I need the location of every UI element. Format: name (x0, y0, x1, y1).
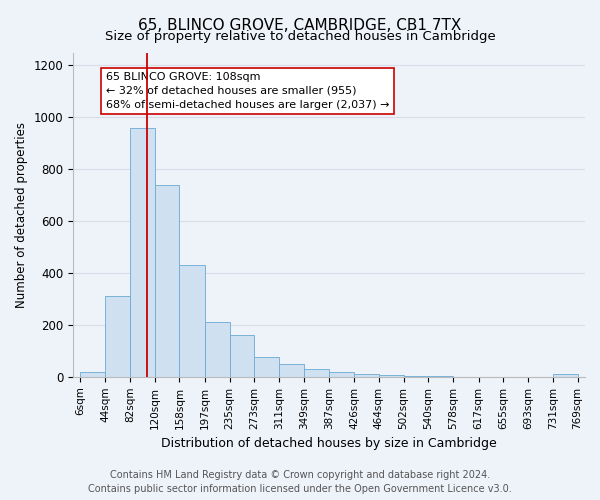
Bar (205, 322, 230, 377)
X-axis label: Distribution of detached houses by size in Cambridge: Distribution of detached houses by size … (161, 437, 497, 450)
Bar (105, 296, 130, 377)
Bar (80, 372, 105, 377)
Text: Contains HM Land Registry data © Crown copyright and database right 2024.
Contai: Contains HM Land Registry data © Crown c… (88, 470, 512, 494)
Bar (329, 372, 354, 377)
Bar (155, 185, 179, 377)
Bar (179, 266, 205, 377)
Text: Size of property relative to detached houses in Cambridge: Size of property relative to detached ho… (104, 30, 496, 43)
Bar (254, 358, 279, 377)
Bar (304, 368, 329, 377)
Bar (379, 374, 404, 377)
Text: 65 BLINCO GROVE: 108sqm
← 32% of detached houses are smaller (955)
68% of semi-d: 65 BLINCO GROVE: 108sqm ← 32% of detache… (106, 72, 389, 110)
Text: 65, BLINCO GROVE, CAMBRIDGE, CB1 7TX: 65, BLINCO GROVE, CAMBRIDGE, CB1 7TX (139, 18, 461, 32)
Bar (354, 374, 379, 377)
Bar (553, 374, 578, 377)
Bar (404, 376, 428, 377)
Bar (428, 376, 453, 377)
Bar (230, 336, 254, 377)
Y-axis label: Number of detached properties: Number of detached properties (15, 122, 28, 308)
Bar (130, 128, 155, 377)
Bar (279, 364, 304, 377)
